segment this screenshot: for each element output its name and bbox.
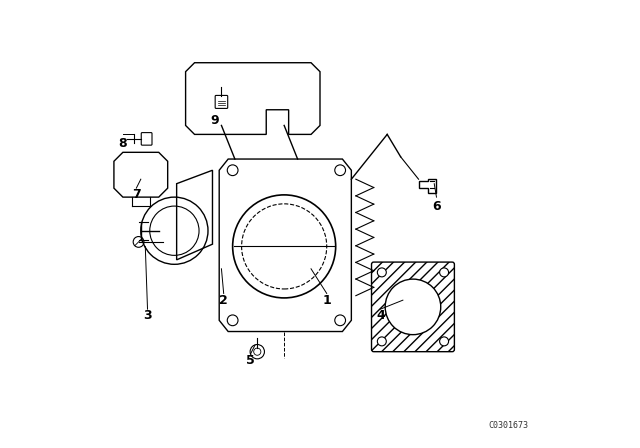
Circle shape [440, 268, 449, 277]
Text: 6: 6 [432, 199, 441, 213]
Text: 3: 3 [143, 309, 152, 323]
Circle shape [385, 279, 441, 335]
Text: 7: 7 [132, 188, 141, 202]
Circle shape [378, 268, 387, 277]
Text: 1: 1 [323, 293, 331, 307]
Text: 2: 2 [220, 293, 228, 307]
Text: 9: 9 [211, 114, 219, 128]
Circle shape [440, 337, 449, 346]
Text: 8: 8 [118, 137, 127, 150]
Text: C0301673: C0301673 [488, 421, 528, 430]
Text: 4: 4 [376, 309, 385, 323]
Text: 5: 5 [246, 354, 255, 367]
FancyBboxPatch shape [371, 262, 454, 352]
Circle shape [378, 337, 387, 346]
